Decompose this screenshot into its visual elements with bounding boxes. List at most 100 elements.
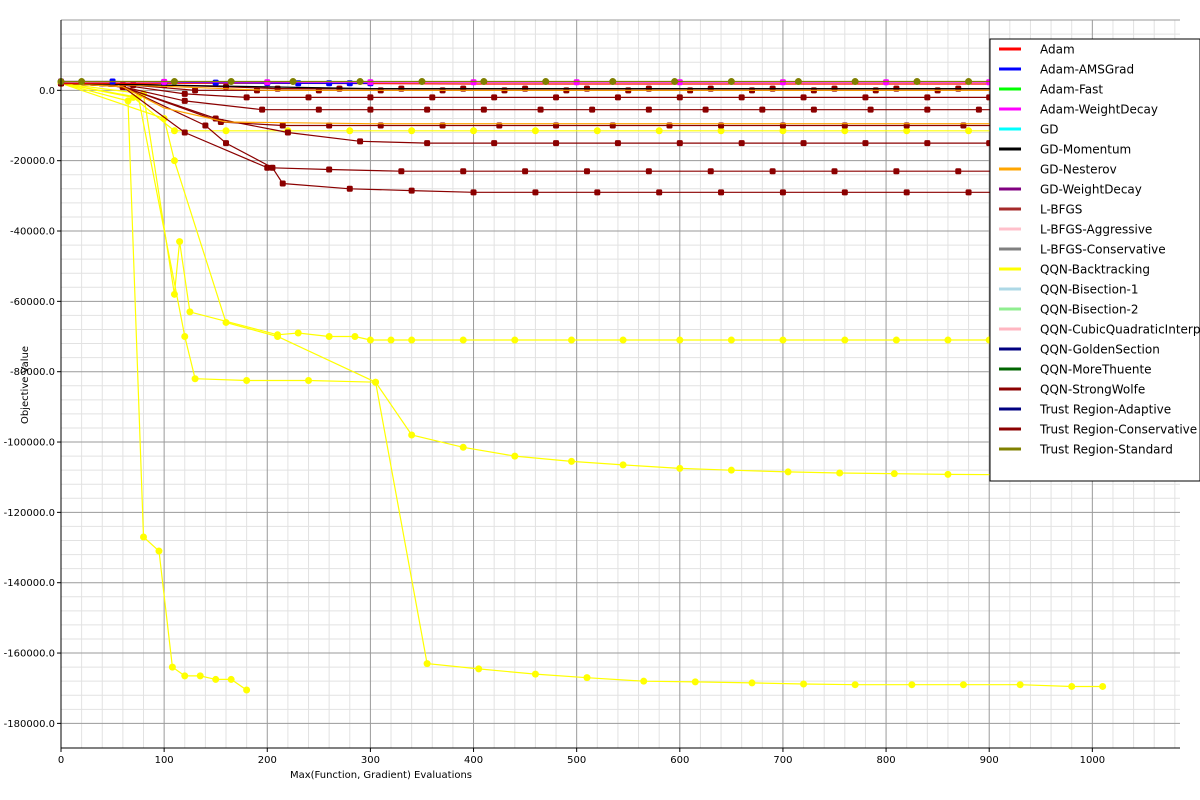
series-point — [944, 470, 952, 478]
x-tick-label: 800 — [877, 755, 896, 766]
legend-label: GD — [1040, 123, 1059, 137]
series-point — [959, 681, 967, 689]
series-point — [614, 140, 621, 147]
series-point — [192, 87, 199, 94]
series-point — [418, 78, 426, 86]
series-point — [243, 94, 250, 101]
series-point — [170, 78, 178, 86]
series-point — [656, 189, 663, 196]
series-point — [841, 127, 849, 135]
series-point — [645, 168, 652, 175]
series-point — [903, 189, 910, 196]
series-point — [841, 189, 848, 196]
series-point — [532, 189, 539, 196]
series-point — [470, 79, 477, 86]
series-point — [769, 168, 776, 175]
legend-label: GD-WeightDecay — [1040, 183, 1142, 197]
series-layer — [57, 78, 1175, 694]
series-point — [965, 78, 973, 86]
x-tick-label: 200 — [258, 755, 277, 766]
axes — [57, 20, 1180, 752]
series-point — [124, 97, 132, 105]
series-point — [279, 122, 286, 129]
series-point — [913, 78, 921, 86]
series-point — [727, 466, 735, 474]
x-tick-label: 300 — [361, 755, 380, 766]
series-point — [851, 78, 859, 86]
series-point — [568, 457, 576, 465]
series-point — [279, 180, 286, 187]
series-point — [326, 122, 333, 129]
series-point — [553, 94, 560, 101]
legend-label: GD-Momentum — [1040, 143, 1131, 157]
series-point — [609, 78, 617, 86]
y-tick-label: -100000.0 — [4, 438, 55, 449]
series-point — [223, 140, 230, 147]
series-line-3 — [60, 82, 1103, 688]
series-point — [176, 238, 184, 246]
series-point — [264, 79, 271, 86]
series-point — [890, 470, 898, 478]
series-point — [531, 127, 539, 135]
series-point — [779, 189, 786, 196]
series-point — [460, 168, 467, 175]
series-point — [924, 106, 931, 113]
series-point — [676, 464, 684, 472]
series-point — [186, 308, 194, 316]
series-point — [181, 672, 189, 680]
series-point — [387, 336, 395, 344]
series-point — [346, 127, 354, 135]
series-point — [424, 140, 431, 147]
series-point — [867, 106, 874, 113]
series-line-13 — [60, 82, 1175, 125]
series-point — [227, 78, 235, 86]
series-point — [168, 663, 176, 671]
y-axis-title: Objective Value — [20, 346, 31, 424]
series-point — [356, 78, 364, 86]
series-point — [274, 333, 282, 341]
series-point — [924, 140, 931, 147]
series-point — [800, 680, 808, 688]
y-tick-label: -80000.0 — [10, 367, 55, 378]
series-point — [784, 468, 792, 476]
legend: Adam Adam-AMSGrad Adam-Fast Adam-WeightDeca… — [989, 38, 1200, 482]
series-point — [862, 94, 869, 101]
series-point — [676, 140, 683, 147]
x-tick-label: 400 — [464, 755, 483, 766]
series-point — [640, 677, 648, 685]
series-point — [491, 94, 498, 101]
y-tick-label: -120000.0 — [4, 508, 55, 519]
series-point — [1016, 681, 1024, 689]
legend-label: Trust Region-Adaptive — [1039, 403, 1171, 417]
x-tick-label: 100 — [155, 755, 174, 766]
series-point — [480, 78, 488, 86]
legend-label: QQN-CubicQuadraticInterpolation — [1040, 323, 1200, 337]
series-point — [459, 443, 467, 451]
series-point — [367, 94, 374, 101]
x-tick-label: 500 — [567, 755, 586, 766]
series-point — [491, 140, 498, 147]
series-point — [862, 140, 869, 147]
series-point — [553, 140, 560, 147]
legend-label: Adam — [1040, 43, 1075, 57]
series-point — [537, 106, 544, 113]
series-point — [212, 675, 220, 683]
series-point — [470, 127, 478, 135]
series-point — [366, 336, 374, 344]
series-point — [511, 452, 519, 460]
legend-label: GD-Nesterov — [1040, 163, 1117, 177]
series-point — [181, 333, 189, 341]
legend-box — [989, 38, 1200, 482]
series-point — [810, 106, 817, 113]
legend-label: L-BFGS-Aggressive — [1040, 223, 1152, 237]
series-point — [800, 94, 807, 101]
legend-label: L-BFGS-Conservative — [1040, 243, 1166, 257]
series-point — [289, 78, 297, 86]
series-point — [702, 106, 709, 113]
series-point — [851, 681, 859, 689]
series-point — [181, 90, 188, 97]
legend-label: L-BFGS — [1040, 203, 1082, 217]
series-line-2 — [60, 82, 1052, 476]
series-point — [676, 336, 684, 344]
series-point — [893, 168, 900, 175]
